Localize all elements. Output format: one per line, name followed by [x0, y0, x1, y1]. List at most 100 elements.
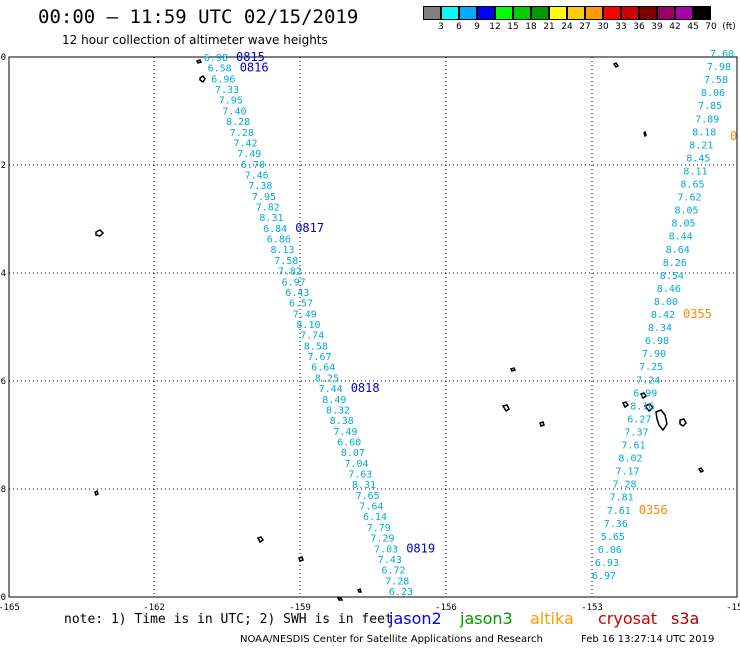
- time-label: 0818: [351, 381, 380, 395]
- map-title: 00:00 – 11:59 UTC 02/15/2019: [38, 6, 359, 28]
- legend-swatch: [441, 6, 459, 20]
- swh-value: 8.07: [341, 448, 365, 459]
- swh-value: 8.65: [680, 180, 704, 191]
- swh-value: 7.28: [385, 576, 409, 587]
- legend-tick-label: 27: [579, 22, 591, 32]
- swh-value: 8.34: [648, 323, 672, 334]
- island: [336, 597, 344, 601]
- swh-value: 6.96: [211, 74, 235, 85]
- time-label: 0817: [295, 221, 324, 235]
- swh-value: 7.74: [300, 331, 324, 342]
- lon-tick-label: -156: [435, 603, 457, 613]
- swh-value: 7.36: [604, 519, 628, 530]
- swh-value: 6.97: [592, 571, 616, 582]
- legend-tick-label: 6: [456, 22, 462, 32]
- swh-value: 8.16: [630, 401, 654, 412]
- swh-value: 7.37: [624, 427, 648, 438]
- swh-value: 6.70: [241, 160, 265, 171]
- swh-value: 7.38: [248, 181, 272, 192]
- axis-labels: -10 -12 -14 -16 -18 -20-165 -162 -159 -156 -153 -1…: [0, 53, 740, 613]
- island: [356, 587, 363, 593]
- swh-value: 8.05: [672, 219, 696, 230]
- swh-value: 8.45: [686, 153, 710, 164]
- legend-tick-label: 9: [474, 22, 480, 32]
- swh-value: 6.84: [263, 224, 287, 235]
- legend-tick-label: 3: [438, 22, 444, 32]
- timestamp-text: Feb 16 13:27:14 UTC 2019: [581, 634, 715, 645]
- lon-tick-label: -159: [289, 603, 311, 613]
- legend-swatch: [567, 6, 585, 20]
- grid-lines: [9, 57, 737, 597]
- swh-value: 7.42: [234, 138, 258, 149]
- swh-value: 7.79: [367, 523, 391, 534]
- swh-value: 7.63: [348, 470, 372, 481]
- swh-value: 7.58: [704, 75, 728, 86]
- swh-value: 7.90: [642, 349, 666, 360]
- swh-value: 7.46: [245, 171, 269, 182]
- swh-value: 6.60: [337, 438, 361, 449]
- swh-value: 7.89: [695, 114, 719, 125]
- swh-value: 8.38: [330, 416, 354, 427]
- lat-tick-label: -18: [0, 485, 6, 495]
- swh-value: 7.33: [215, 85, 239, 96]
- swh-value: 8.64: [666, 245, 690, 256]
- swh-value: 6.93: [595, 558, 619, 569]
- swh-value: 8.31: [259, 213, 283, 224]
- legend-swatch: [603, 6, 621, 20]
- island: [697, 467, 705, 473]
- swh-value: 7.24: [636, 375, 660, 386]
- swh-value: 6.57: [289, 299, 313, 310]
- island: [539, 421, 545, 427]
- legend-swatch: [495, 6, 513, 20]
- island: [639, 392, 648, 400]
- satellite-name: jason3: [460, 609, 513, 628]
- island: [256, 536, 265, 544]
- legend-swatch: [675, 6, 693, 20]
- swh-value: 6.14: [363, 512, 387, 523]
- time-label: 0355: [683, 307, 712, 321]
- island: [94, 489, 99, 497]
- swh-value: 6.97: [282, 277, 306, 288]
- legend-tick-label: (ft): [722, 22, 736, 32]
- altimeter-tracks: 6.986.586.967.337.957.408.287.287.427.49…: [204, 49, 737, 598]
- swh-value: 7.49: [333, 427, 357, 438]
- island: [643, 403, 655, 413]
- legend-swatch: [549, 6, 567, 20]
- swh-value: 7.95: [252, 192, 276, 203]
- swh-value: 7.43: [378, 555, 402, 566]
- swh-value: 7.98: [707, 62, 731, 73]
- swh-value: 7.65: [356, 491, 380, 502]
- swh-value: 8.28: [226, 117, 250, 128]
- lon-tick-label: -150: [726, 603, 740, 613]
- island: [679, 418, 687, 427]
- swh-value: 7.17: [616, 467, 640, 478]
- swh-value: 6.64: [311, 363, 335, 374]
- swh-value: 7.28: [230, 128, 254, 139]
- swh-value: 8.11: [683, 166, 707, 177]
- legend-swatch: [657, 6, 675, 20]
- legend-tick-label: 21: [543, 22, 555, 32]
- swh-value: 6.86: [267, 235, 291, 246]
- lon-tick-label: -162: [143, 603, 165, 613]
- swh-value: 7.82: [278, 267, 302, 278]
- time-label: 0815: [236, 50, 265, 64]
- legend-tick-label: 15: [507, 22, 519, 32]
- swh-value: 8.00: [654, 297, 678, 308]
- swh-value: 7.61: [607, 506, 631, 517]
- swh-value: 8.26: [663, 258, 687, 269]
- swh-value: 7.82: [256, 203, 280, 214]
- lat-tick-label: -16: [0, 377, 6, 387]
- swh-value: 8.06: [701, 88, 725, 99]
- legend-swatch: [423, 6, 441, 20]
- swh-value: 7.29: [370, 534, 394, 545]
- swh-value: 6.43: [285, 288, 309, 299]
- swh-value: 5.65: [601, 532, 625, 543]
- map-subtitle: 12 hour collection of altimeter wave hei…: [62, 33, 328, 47]
- swh-value: 6.27: [627, 414, 651, 425]
- legend-swatch: [639, 6, 657, 20]
- swh-value: 7.49: [293, 309, 317, 320]
- swh-value: 8.21: [689, 140, 713, 151]
- island: [621, 401, 630, 409]
- island: [643, 130, 647, 138]
- swh-value: 7.40: [222, 106, 246, 117]
